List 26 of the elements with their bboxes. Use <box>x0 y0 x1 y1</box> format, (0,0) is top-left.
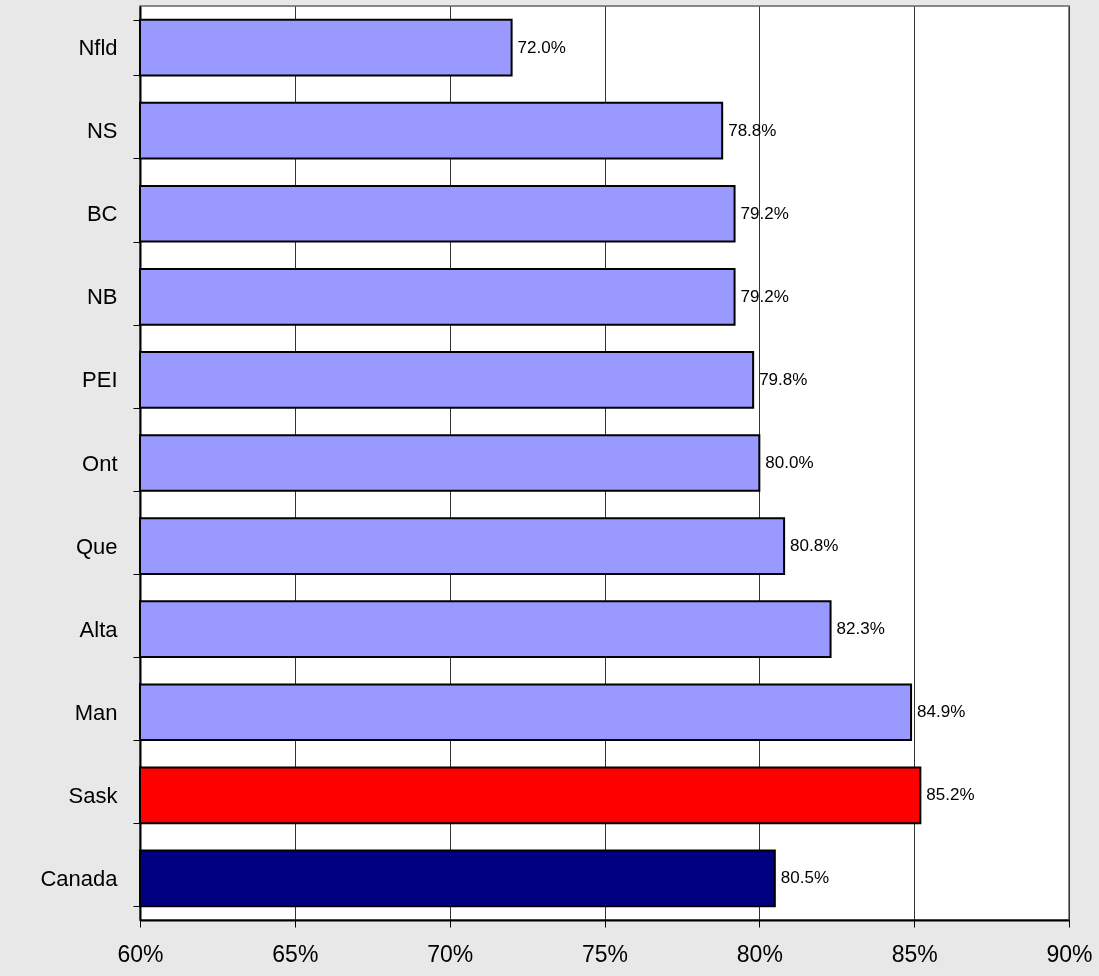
x-tick-label: 75% <box>581 940 629 967</box>
y-tick-label: Nfld <box>78 35 118 61</box>
x-tick-label: 60% <box>117 940 164 967</box>
x-tick-label: 80% <box>736 940 783 967</box>
y-tick-label: Man <box>74 699 118 725</box>
data-label: 80.5% <box>780 868 830 888</box>
data-label: 85.2% <box>926 785 975 805</box>
data-label: 79.8% <box>759 369 808 389</box>
data-label: 84.9% <box>917 702 966 722</box>
y-tick-label: BC <box>86 201 118 227</box>
x-tick-label: 90% <box>1046 940 1093 967</box>
data-label: 80.8% <box>790 536 839 556</box>
data-label: 72.0% <box>517 37 566 57</box>
y-tick-label: Canada <box>40 865 119 891</box>
data-label: 80.0% <box>765 453 814 472</box>
y-tick-label: Alta <box>79 616 119 642</box>
x-tick-label: 85% <box>891 940 938 967</box>
y-tick-label: NS <box>86 118 118 144</box>
y-tick-label: PEI <box>82 367 118 393</box>
y-tick-label: NB <box>86 284 118 310</box>
x-tick-label: 65% <box>272 940 319 967</box>
x-tick-label: 70% <box>427 940 474 967</box>
y-tick-label: Sask <box>68 782 119 808</box>
y-tick-label: Ont <box>82 450 118 476</box>
y-tick-label: Que <box>75 533 118 559</box>
data-label: 82.3% <box>836 619 885 639</box>
